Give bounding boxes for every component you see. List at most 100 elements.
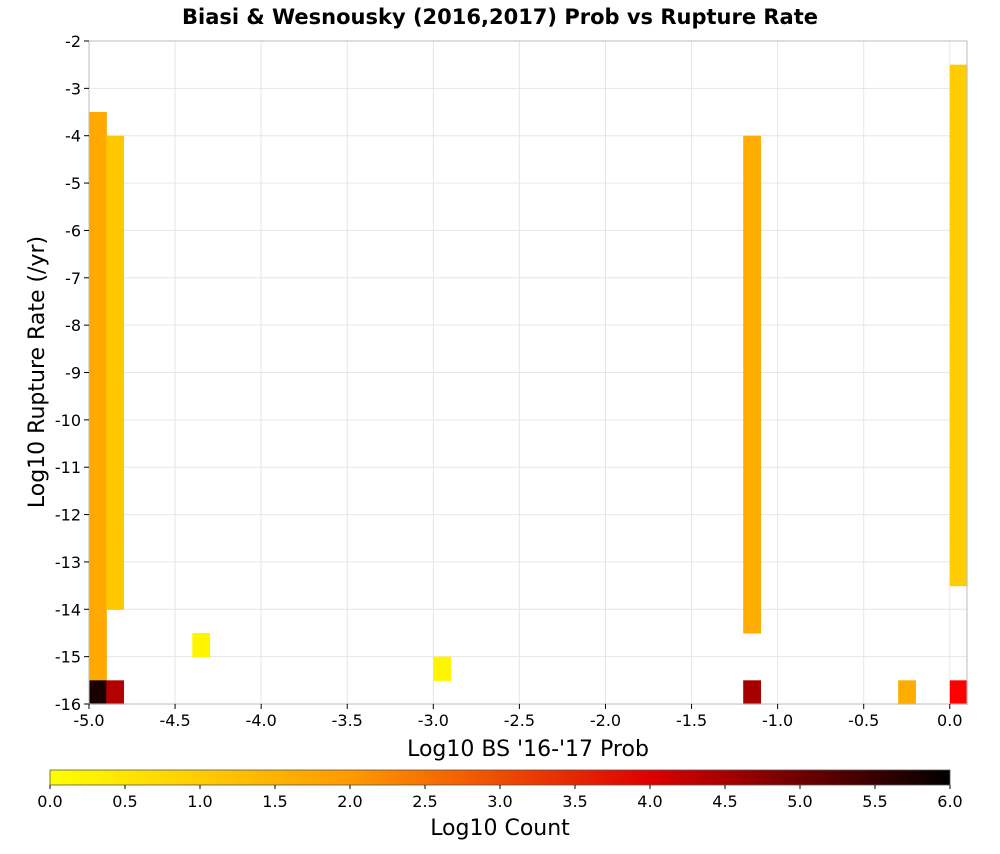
colorbar-tick-label: 4.5: [712, 792, 737, 811]
heatmap-cell: [89, 183, 107, 208]
colorbar-tick-label: 5.0: [787, 792, 812, 811]
colorbar-tick-label: 4.0: [637, 792, 662, 811]
heatmap-cell: [89, 514, 107, 539]
heatmap-cell: [949, 64, 968, 89]
heatmap-cell: [89, 325, 107, 350]
heatmap-cell: [106, 372, 125, 397]
heatmap-cell: [949, 88, 968, 113]
heatmap-cell: [949, 490, 968, 516]
heatmap-cell: [89, 277, 107, 303]
heatmap-cell: [743, 609, 762, 634]
colorbar-tick-label: 3.0: [487, 792, 512, 811]
heatmap-cell: [949, 301, 968, 326]
heatmap-cell: [743, 159, 762, 184]
colorbar-tick-label: 3.5: [562, 792, 587, 811]
y-tick-label: -8: [65, 316, 81, 335]
y-axis-ticks: -2 -3 -4 -5 -6 -7 -8 -9 -10 -11 -12 -13 -14 -15 -16: [55, 32, 89, 714]
heatmap-cell: [89, 230, 107, 255]
heatmap-cell: [89, 159, 107, 184]
heatmap-cell: [743, 230, 762, 255]
heatmap-cell: [89, 301, 107, 326]
colorbar-label: Log10 Count: [430, 816, 570, 841]
heatmap-cell: [89, 206, 107, 232]
heatmap-cell: [743, 419, 762, 445]
x-tick-label: -5.0: [73, 711, 104, 730]
heatmap-cell: [106, 514, 125, 539]
heatmap-cell: [89, 538, 107, 563]
colorbar: [49, 769, 951, 786]
heatmap-cell: [89, 490, 107, 516]
heatmap-cell: [89, 135, 107, 160]
heatmap-cells: [89, 64, 968, 705]
heatmap-cell: [106, 325, 125, 350]
heatmap-cell: [949, 277, 968, 303]
y-tick-label: -4: [65, 127, 81, 146]
heatmap-cell: [89, 419, 107, 445]
heatmap-cell: [106, 159, 125, 184]
y-tick-label: -16: [55, 695, 81, 714]
heatmap-cell: [949, 112, 968, 137]
heatmap-cell: [949, 372, 968, 397]
heatmap-cell: [743, 443, 762, 468]
heatmap-cell: [949, 561, 968, 587]
x-tick-label: -3.5: [332, 711, 363, 730]
x-tick-label: -1.0: [762, 711, 793, 730]
x-tick-label: -1.5: [676, 711, 707, 730]
heatmap-cell: [106, 561, 125, 587]
heatmap-cell: [743, 301, 762, 326]
colorbar-tick-label: 0.0: [37, 792, 62, 811]
colorbar-tick-label: 0.5: [112, 792, 137, 811]
y-tick-label: -2: [65, 32, 81, 51]
heatmap-cell: [106, 419, 125, 445]
heatmap-cell: [949, 183, 968, 208]
y-tick-label: -6: [65, 221, 81, 240]
heatmap-cell: [106, 301, 125, 326]
x-tick-label: -2.5: [504, 711, 535, 730]
heatmap-cell: [89, 443, 107, 468]
heatmap-cell: [106, 585, 125, 610]
y-tick-label: -11: [55, 458, 81, 477]
heatmap-cell: [743, 277, 762, 303]
x-axis-label: Log10 BS '16-'17 Prob: [407, 737, 649, 762]
heatmap-cell: [743, 135, 762, 160]
heatmap-cell: [949, 396, 968, 421]
y-tick-label: -13: [55, 553, 81, 572]
heatmap-cell: [106, 538, 125, 563]
heatmap-cell: [106, 206, 125, 232]
heatmap-cell: [743, 561, 762, 587]
x-tick-label: -4.0: [246, 711, 277, 730]
heatmap-cell: [743, 680, 762, 705]
heatmap-cell: [949, 348, 968, 374]
heatmap-cell: [949, 680, 968, 705]
heatmap-cell: [949, 135, 968, 160]
heatmap-cell: [106, 490, 125, 516]
heatmap-cell: [743, 325, 762, 350]
y-tick-label: -15: [55, 648, 81, 667]
y-tick-label: -14: [55, 600, 81, 619]
heatmap-cell: [743, 538, 762, 563]
heatmap-cell: [949, 419, 968, 445]
x-tick-label: -2.0: [590, 711, 621, 730]
heatmap-cell: [106, 277, 125, 303]
heatmap-cell: [106, 680, 125, 705]
x-tick-label: -0.5: [848, 711, 879, 730]
y-tick-label: -10: [55, 411, 81, 430]
heatmap-cell: [743, 514, 762, 539]
x-tick-label: 0.0: [937, 711, 962, 730]
heatmap-cell: [106, 396, 125, 421]
heatmap-cell: [89, 112, 107, 137]
heatmap-cell: [743, 585, 762, 610]
colorbar-tick-label: 1.0: [187, 792, 212, 811]
heatmap-cell: [743, 206, 762, 232]
y-axis-label: Log10 Rupture Rate (/yr): [25, 236, 50, 508]
heatmap-cell: [743, 396, 762, 421]
colorbar-tick-label: 2.0: [337, 792, 362, 811]
colorbar-tick-label: 2.5: [412, 792, 437, 811]
heatmap-cell: [949, 467, 968, 492]
heatmap-cell: [106, 348, 125, 374]
heatmap-cell: [106, 135, 125, 160]
heatmap-cell: [898, 680, 916, 705]
heatmap-cell: [743, 348, 762, 374]
